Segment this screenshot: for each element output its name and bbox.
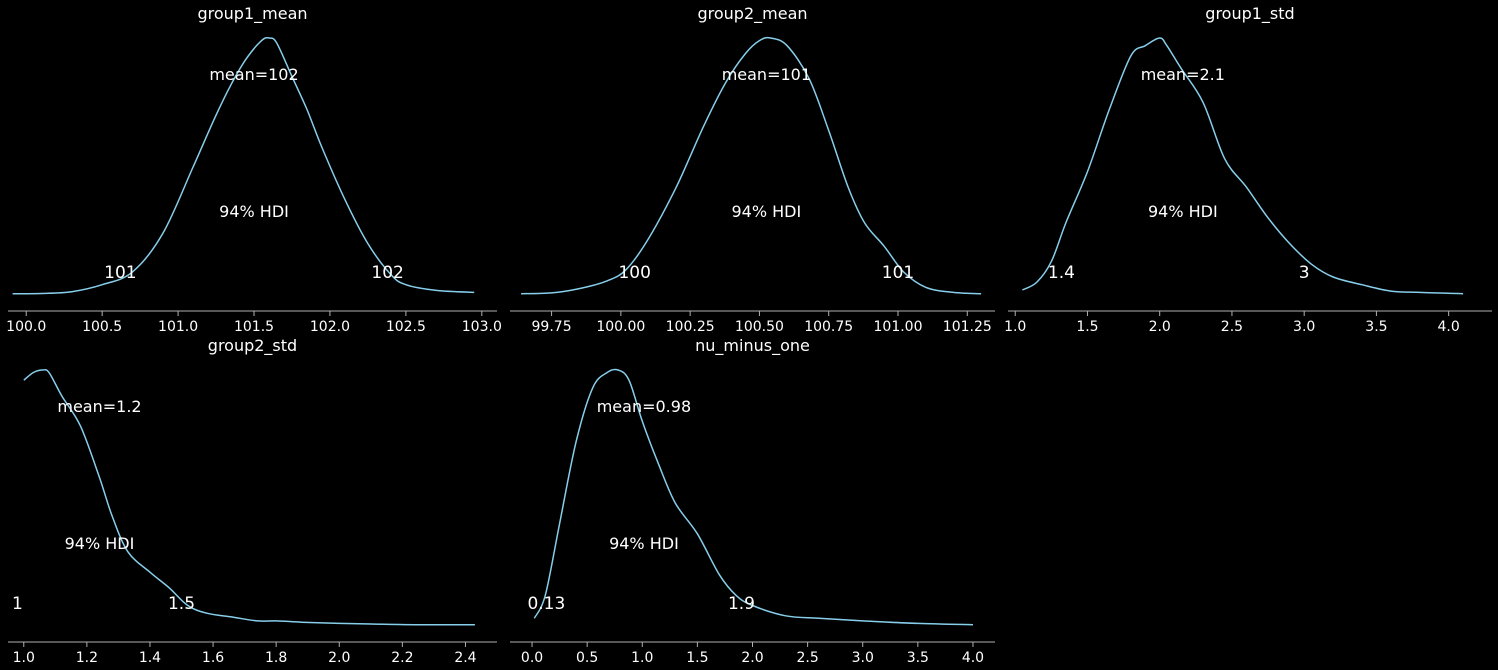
- x-tick-label: 1.2: [76, 650, 98, 666]
- x-tick-label: 101.00: [874, 319, 923, 335]
- panel-group1_std: group1_std mean=2.1 94% HDI 1.4 3 1.0 1.5 2.0 2.…: [1004, 4, 1492, 335]
- x-tick-label: 100.0: [6, 319, 46, 335]
- density-curve: [12, 36, 475, 295]
- panel-group2_mean: group2_mean mean=101 94% HDI 100 101 99.75 100…: [510, 4, 995, 335]
- x-tick-label: 2.0: [1149, 319, 1171, 335]
- x-tick-label: 100.25: [666, 319, 715, 335]
- x-tick-label: 2.5: [796, 650, 818, 666]
- panel-nu_minus_one: nu_minus_one mean=0.98 94% HDI 0.13 1.9 0.0 0.…: [510, 336, 995, 666]
- x-tick-label: 1.6: [202, 650, 224, 666]
- x-tick-label: 3.0: [1293, 319, 1315, 335]
- density-curve: [23, 368, 475, 626]
- hdi-high-label: 3: [1299, 263, 1310, 283]
- hdi-low-label: 101: [104, 263, 136, 283]
- hdi-label: 94% HDI: [731, 202, 801, 221]
- x-tick-label: 2.4: [454, 650, 476, 666]
- hdi-low-label: 100: [618, 263, 650, 283]
- x-tick-label: 1.0: [1004, 319, 1026, 335]
- mean-label: mean=0.98: [597, 397, 691, 416]
- x-tick-label: 2.0: [328, 650, 350, 666]
- x-tick-label: 1.8: [265, 650, 287, 666]
- x-tick-label: 1.4: [139, 650, 161, 666]
- hdi-high-label: 1.9: [728, 594, 755, 614]
- x-tick-label: 100.75: [804, 319, 853, 335]
- x-tick-label: 99.75: [532, 319, 572, 335]
- x-tick-label: 103.0: [462, 319, 502, 335]
- hdi-low-label: 0.13: [527, 594, 565, 614]
- x-tick-label: 0.0: [521, 650, 543, 666]
- x-tick-label: 100.5: [82, 319, 122, 335]
- panel-group2_std: group2_std mean=1.2 94% HDI 1 1.5 1.0 1.2 1.4 1.…: [8, 336, 497, 666]
- density-curve: [533, 368, 974, 626]
- x-tick-label: 1.0: [631, 650, 653, 666]
- mean-label: mean=101: [722, 65, 811, 84]
- x-tick-label: 3.5: [1365, 319, 1387, 335]
- x-tick-label: 1.5: [1076, 319, 1098, 335]
- x-tick-label: 102.5: [386, 319, 426, 335]
- x-tick-label: 4.0: [1438, 319, 1460, 335]
- density-curve: [1022, 37, 1464, 295]
- x-tick-label: 2.0: [741, 650, 763, 666]
- mean-label: mean=102: [209, 65, 298, 84]
- x-tick-label: 101.0: [158, 319, 198, 335]
- hdi-high-label: 102: [371, 263, 403, 283]
- x-tick-label: 100.50: [735, 319, 784, 335]
- x-tick-label: 3.0: [852, 650, 874, 666]
- x-tick-label: 101.5: [234, 319, 274, 335]
- mean-label: mean=1.2: [57, 397, 141, 416]
- panel-title: group2_std: [208, 336, 297, 356]
- panel-title: nu_minus_one: [695, 336, 810, 356]
- x-tick-label: 100.00: [596, 319, 645, 335]
- x-tick-label: 1.5: [686, 650, 708, 666]
- x-tick-label: 101.25: [943, 319, 992, 335]
- x-tick-label: 4.0: [962, 650, 984, 666]
- mean-label: mean=2.1: [1141, 65, 1225, 84]
- density-curve: [521, 36, 982, 295]
- hdi-label: 94% HDI: [609, 534, 679, 553]
- hdi-low-label: 1.4: [1048, 263, 1075, 283]
- hdi-high-label: 101: [882, 263, 914, 283]
- hdi-low-label: 1: [12, 594, 23, 614]
- x-tick-label: 2.5: [1221, 319, 1243, 335]
- hdi-high-label: 1.5: [168, 594, 195, 614]
- hdi-label: 94% HDI: [65, 534, 135, 553]
- x-tick-label: 1.0: [13, 650, 35, 666]
- hdi-label: 94% HDI: [1148, 202, 1218, 221]
- x-tick-label: 3.5: [907, 650, 929, 666]
- x-tick-label: 0.5: [576, 650, 598, 666]
- hdi-label: 94% HDI: [219, 202, 289, 221]
- panel-title: group1_mean: [197, 4, 307, 24]
- panel-title: group1_std: [1205, 4, 1294, 24]
- x-tick-label: 2.2: [391, 650, 413, 666]
- x-tick-label: 102.0: [310, 319, 350, 335]
- panel-group1_mean: group1_mean mean=102 94% HDI 101 102 100.0 100…: [6, 4, 502, 335]
- panel-title: group2_mean: [697, 4, 807, 24]
